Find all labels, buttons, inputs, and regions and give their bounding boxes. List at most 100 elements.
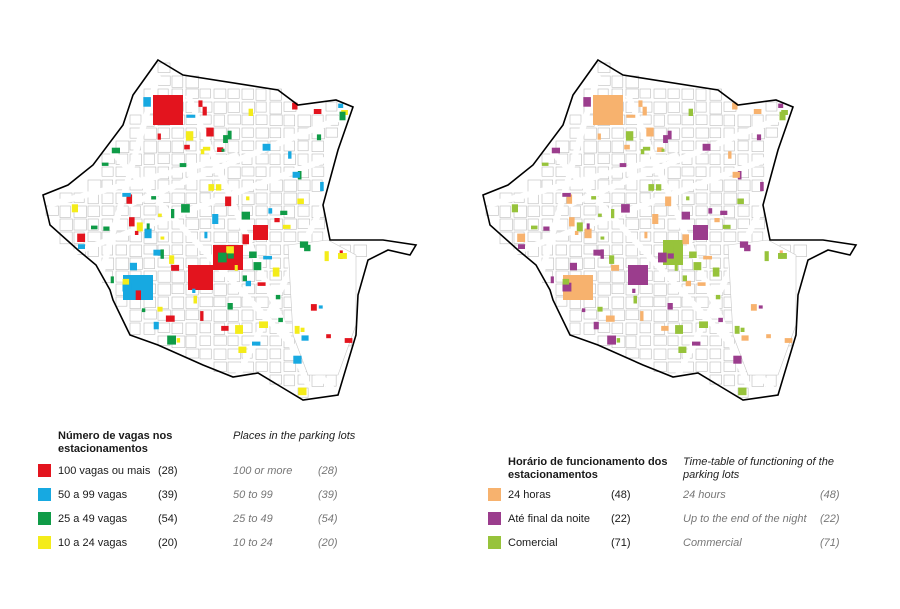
avenue (487, 152, 679, 208)
city-block (171, 322, 184, 335)
city-block (583, 153, 595, 165)
city-block (143, 244, 158, 255)
parking-lot (607, 335, 616, 345)
parking-lot (689, 251, 697, 258)
city-block (59, 231, 73, 245)
avenue (126, 112, 350, 208)
city-block (695, 205, 708, 217)
legend-count: (39) (158, 489, 178, 501)
avenue (535, 74, 601, 286)
city-block (653, 231, 667, 243)
schedule-legend: Horário de funcionamento dos estacioname… (488, 428, 888, 568)
parking-lot (551, 147, 560, 154)
city-block (667, 348, 681, 360)
parking-lot (259, 321, 268, 328)
city-block (227, 309, 239, 322)
parking-lot (593, 249, 601, 256)
parking-lot (227, 303, 233, 310)
city-block (695, 153, 709, 165)
city-block (667, 335, 679, 346)
city-block (737, 218, 750, 229)
city-block (695, 348, 708, 360)
city-block (115, 296, 128, 307)
parking-lot (157, 306, 163, 312)
parking-lot (598, 213, 602, 217)
parking-lot (681, 211, 690, 220)
city-block (171, 153, 185, 166)
parking-lot (581, 308, 586, 313)
parking-lot (576, 222, 583, 232)
parking-lot (661, 325, 669, 331)
city-block (269, 374, 282, 385)
parking-lot (652, 214, 659, 224)
legend-count-en: (54) (318, 513, 338, 525)
city-block (569, 244, 582, 258)
city-block (583, 140, 597, 154)
parking-lot (122, 278, 130, 285)
parking-lot (338, 253, 347, 259)
city-block (695, 101, 707, 113)
city-block (213, 335, 227, 346)
city-block (723, 179, 737, 192)
parking-lot (714, 218, 720, 223)
parking-lot (310, 304, 317, 311)
legend-item-25-49: 25 a 49 vagas (54) 25 to 49 (54) (38, 511, 378, 527)
parking-lot (157, 133, 161, 140)
parking-lot (638, 100, 643, 107)
city-block (653, 114, 665, 127)
city-block (213, 309, 227, 323)
city-block (667, 166, 681, 179)
city-block (227, 88, 240, 99)
city-block (737, 205, 750, 217)
avenue (95, 74, 161, 286)
parking-lot (298, 387, 307, 396)
city-block (185, 244, 198, 257)
legend-count-en: (71) (820, 537, 840, 549)
parking-lot (202, 146, 211, 151)
parking-lot (103, 226, 110, 231)
parking-lot (235, 325, 243, 334)
parking-lot (678, 346, 687, 353)
city-block (213, 101, 227, 114)
parking-lot (186, 114, 196, 118)
city-block (213, 231, 227, 243)
city-block (625, 335, 637, 348)
city-block (185, 348, 200, 359)
city-block (625, 283, 639, 296)
parking-lot (657, 147, 664, 152)
parking-lot (318, 305, 323, 309)
city-block (625, 218, 639, 231)
city-block (499, 231, 513, 245)
parking-lot (282, 224, 291, 229)
city-block (73, 218, 87, 231)
city-block (583, 257, 595, 269)
city-block (611, 140, 625, 154)
parking-lot (518, 244, 525, 249)
parking-lot (611, 264, 620, 271)
parking-lot (655, 184, 662, 191)
city-block (681, 88, 694, 100)
parking-lot (766, 334, 771, 339)
city-block (157, 322, 171, 333)
legend-count-en: (28) (318, 465, 338, 477)
city-block (639, 283, 653, 294)
city-block (213, 88, 227, 99)
city-block (255, 127, 269, 139)
parking-lot (245, 280, 251, 287)
legend-count: (48) (611, 489, 631, 501)
city-block (555, 296, 568, 307)
city-block (751, 166, 765, 177)
city-block (241, 257, 254, 271)
parking-lot (297, 198, 304, 204)
parking-lot (198, 100, 203, 107)
city-block (227, 348, 241, 360)
city-block (667, 114, 681, 125)
city-block (171, 270, 186, 284)
parking-lot (158, 213, 162, 217)
city-block (227, 101, 240, 113)
parking-lot (153, 249, 161, 256)
city-block (157, 257, 172, 268)
avenue (47, 152, 239, 208)
parking-lot (242, 234, 249, 245)
parking-lot (324, 251, 329, 262)
